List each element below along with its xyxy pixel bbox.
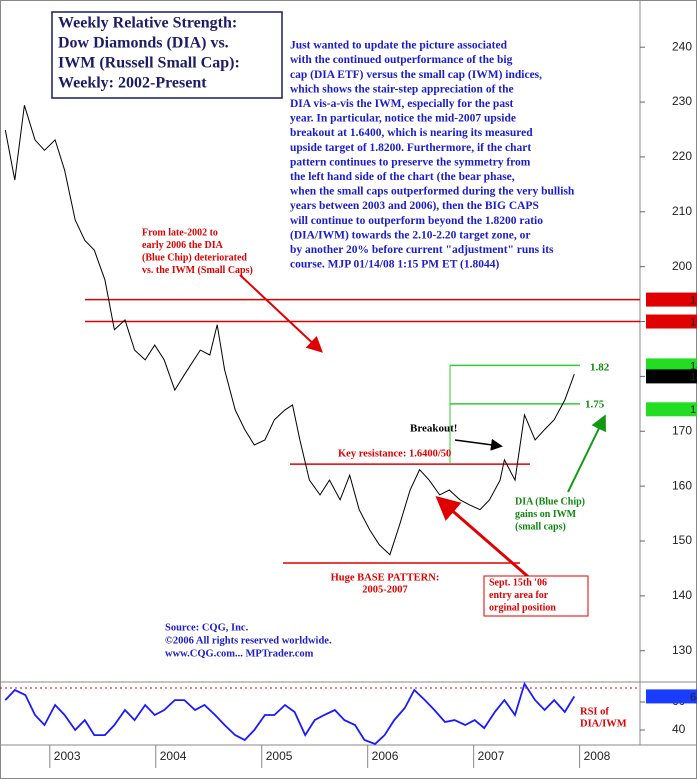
annotation: entry area for — [489, 590, 549, 601]
chart-title: Weekly Relative Strength: — [58, 15, 237, 32]
annotation: Source: CQG, Inc. — [165, 622, 249, 633]
title-box — [51, 11, 283, 99]
x-tick-label: 2008 — [584, 749, 611, 763]
price-marker-label: 190 — [690, 316, 697, 328]
y-tick-label: 140 — [672, 588, 692, 602]
annotation: with the continued outperformance of the… — [290, 54, 513, 66]
annotation: Huge BASE PATTERN: — [331, 572, 440, 583]
x-tick-label: 2005 — [266, 749, 293, 763]
y-tick-label: 40 — [672, 722, 686, 736]
annotation: ©2006 All rights reserved worldwide. — [165, 635, 332, 646]
data-line — [4, 105, 575, 556]
price-marker — [646, 292, 697, 307]
annotation: course. MJP 01/14/08 1:15 PM ET (1.8044) — [290, 259, 499, 271]
annotation: (small caps) — [515, 521, 566, 532]
y-tick-label: 210 — [672, 204, 692, 218]
arrow — [454, 438, 503, 451]
annotation: Sept. 15th '06 — [489, 577, 547, 588]
chart-title: Dow Diamonds (DIA) vs. — [58, 35, 229, 52]
annotation: 1.75 — [585, 399, 605, 411]
annotation: DIA vis-a-vis the IWM, especially for th… — [290, 98, 514, 110]
annotation: RSI of — [580, 706, 609, 717]
chart-title: IWM (Russell Small Cap): — [58, 55, 240, 72]
annotation: which shows the stair-step appreciation … — [290, 83, 514, 95]
annotation: DIA (Blue Chip) — [515, 496, 585, 507]
annotation: 1.82 — [590, 362, 610, 374]
annotation: pattern continues to preserve the symmet… — [290, 156, 531, 168]
annotation: early 2006 the DIA — [142, 240, 224, 251]
annotation: vs. the IWM (Small Caps) — [142, 265, 253, 276]
price-marker — [646, 358, 697, 373]
arrow — [567, 414, 606, 493]
price-marker-label: 64 — [690, 691, 697, 703]
annotation: Just wanted to update the picture associ… — [290, 40, 508, 52]
y-tick-label: 170 — [672, 423, 692, 437]
annotation: (Blue Chip) deteriorated — [142, 252, 247, 263]
data-line — [4, 681, 576, 746]
annotation: years between 2003 and 2006), then the B… — [290, 200, 539, 212]
annotation: the left hand side of the chart (the bea… — [290, 171, 515, 183]
x-tick-label: 2003 — [54, 749, 81, 763]
annotation: Breakout! — [410, 423, 457, 435]
y-tick-label: 220 — [672, 149, 692, 163]
price-marker-label: 174 — [690, 404, 697, 416]
y-tick-label: 150 — [672, 533, 692, 547]
annotation: breakout at 1.6400, which is nearing its… — [290, 127, 533, 139]
price-marker-label: 182 — [690, 360, 697, 372]
annotation: 2005-2007 — [362, 584, 408, 595]
annotation: From late-2002 to — [142, 227, 218, 238]
annotation: (DIA/IWM) towards the 2.10-2.20 target z… — [290, 229, 531, 241]
price-marker — [646, 402, 697, 417]
x-tick-label: 2007 — [478, 749, 505, 763]
price-marker — [646, 689, 697, 704]
annotation: www.CQG.com... MPTrader.com — [165, 648, 314, 659]
annotation: year. In particular, notice the mid-2007… — [290, 113, 516, 125]
x-tick-label: 2006 — [372, 749, 399, 763]
price-marker-label: 194 — [690, 294, 697, 306]
y-tick-label: 240 — [672, 39, 692, 53]
price-marker-label: 180 — [690, 371, 697, 383]
price-marker — [646, 314, 697, 329]
y-tick-label: 200 — [672, 259, 692, 273]
annotation: gains on IWM — [515, 509, 577, 520]
y-tick-label: 230 — [672, 94, 692, 108]
annotation: cap (DIA ETF) versus the small cap (IWM)… — [290, 69, 542, 81]
arrow — [239, 274, 323, 353]
annotation: when the small caps outperformed during … — [290, 186, 575, 198]
price-marker — [646, 369, 697, 384]
annotation: Key resistance: 1.6400/50 — [338, 448, 451, 459]
annotation: DIA/IWM — [580, 718, 627, 729]
annotation: orginal position — [489, 602, 556, 613]
annotation: upside target of 1.8200. Furthermore, if… — [290, 142, 531, 154]
y-tick-label: 160 — [672, 478, 692, 492]
annotation: will continue to outperform beyond the 1… — [290, 215, 543, 227]
x-tick-label: 2004 — [160, 749, 187, 763]
annotation-box — [483, 575, 589, 617]
y-tick-label: 130 — [672, 643, 692, 657]
chart-title: Weekly: 2002-Present — [58, 75, 207, 92]
annotation: by another 20% before current "adjustmen… — [290, 244, 554, 256]
